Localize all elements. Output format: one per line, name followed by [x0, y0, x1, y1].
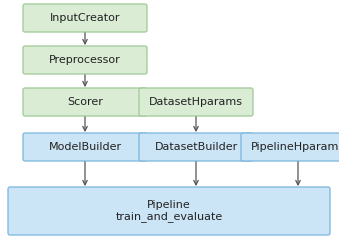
- FancyBboxPatch shape: [23, 88, 147, 116]
- Text: DatasetHparams: DatasetHparams: [149, 97, 243, 107]
- FancyBboxPatch shape: [23, 133, 147, 161]
- Text: InputCreator: InputCreator: [50, 13, 120, 23]
- Text: Pipeline
train_and_evaluate: Pipeline train_and_evaluate: [115, 200, 223, 222]
- Text: PipelineHparams: PipelineHparams: [251, 142, 339, 152]
- Text: ModelBuilder: ModelBuilder: [48, 142, 122, 152]
- FancyBboxPatch shape: [139, 88, 253, 116]
- Text: Scorer: Scorer: [67, 97, 103, 107]
- FancyBboxPatch shape: [241, 133, 339, 161]
- FancyBboxPatch shape: [23, 46, 147, 74]
- FancyBboxPatch shape: [8, 187, 330, 235]
- FancyBboxPatch shape: [139, 133, 253, 161]
- Text: DatasetBuilder: DatasetBuilder: [154, 142, 238, 152]
- Text: Preprocessor: Preprocessor: [49, 55, 121, 65]
- FancyBboxPatch shape: [23, 4, 147, 32]
